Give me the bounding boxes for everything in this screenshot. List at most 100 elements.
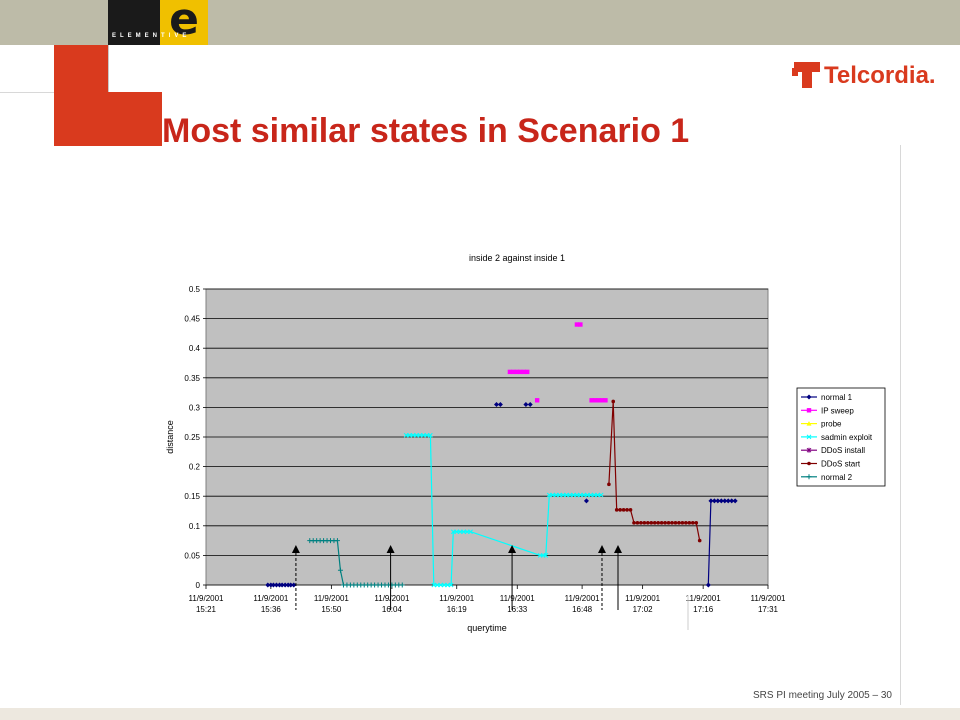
data-point — [494, 401, 500, 407]
y-tick-label: 0.15 — [184, 492, 200, 501]
data-point — [677, 521, 681, 525]
data-point — [684, 521, 688, 525]
data-point — [428, 432, 433, 438]
data-point — [725, 498, 731, 504]
event-arrow-head — [508, 545, 517, 553]
data-point — [578, 322, 583, 327]
data-point — [635, 521, 640, 525]
y-tick-label: 0.3 — [189, 403, 201, 412]
event-arrow-head — [386, 545, 395, 553]
data-point — [690, 521, 695, 525]
x-tick-label: 16:19 — [447, 605, 468, 614]
data-point — [649, 521, 654, 525]
y-tick-label: 0.1 — [189, 522, 201, 531]
legend-label: DDoS install — [821, 446, 865, 455]
data-point — [468, 529, 473, 535]
data-point — [729, 498, 735, 504]
event-arrow-head — [613, 545, 622, 553]
data-point — [663, 521, 667, 525]
x-axis-label: querytime — [467, 623, 507, 633]
event-arrow-head — [291, 545, 300, 553]
data-point — [599, 398, 605, 403]
data-point — [806, 447, 812, 453]
x-tick-label: 11/9/2001 — [625, 594, 661, 603]
data-point — [806, 394, 812, 400]
y-tick-label: 0.5 — [189, 285, 201, 294]
data-point — [454, 529, 460, 535]
data-point — [806, 421, 812, 426]
data-point — [441, 582, 447, 588]
data-point — [450, 529, 456, 535]
data-point — [417, 432, 423, 438]
data-point — [666, 521, 671, 525]
data-point — [646, 521, 650, 525]
data-point — [553, 492, 559, 498]
bottom-bar — [0, 708, 960, 720]
x-tick-label: 11/9/2001 — [189, 594, 225, 603]
x-tick-label: 11/9/2001 — [374, 594, 410, 603]
decor-square — [54, 92, 108, 146]
data-point — [603, 398, 608, 403]
decor-square — [108, 92, 162, 146]
data-point — [687, 521, 692, 525]
data-point — [581, 492, 587, 498]
data-point — [424, 432, 430, 438]
data-point — [628, 508, 633, 512]
data-point — [618, 508, 622, 512]
y-tick-label: 0.35 — [184, 374, 200, 383]
legend-label: probe — [821, 420, 842, 429]
decor-square — [108, 45, 163, 92]
x-tick-label: 11/9/2001 — [751, 594, 787, 603]
data-point — [285, 582, 291, 588]
data-point — [614, 508, 619, 512]
data-point — [694, 521, 699, 525]
data-point — [567, 492, 573, 498]
data-point — [652, 521, 657, 525]
data-point — [722, 498, 728, 504]
data-point — [607, 482, 611, 487]
data-point — [639, 521, 643, 525]
data-point — [564, 492, 569, 498]
data-point — [574, 322, 580, 327]
data-point — [711, 498, 717, 504]
data-point — [546, 492, 552, 498]
data-point — [589, 398, 594, 403]
x-tick-label: 11/9/2001 — [253, 594, 289, 603]
data-point — [282, 582, 288, 588]
data-point — [457, 529, 463, 535]
data-point — [431, 582, 437, 588]
data-point — [557, 492, 562, 498]
data-point — [591, 492, 597, 498]
data-point — [337, 567, 343, 573]
data-point — [592, 398, 598, 403]
data-point — [527, 401, 533, 407]
elementive-logo-text: ELEMENTIVE — [112, 33, 191, 39]
data-point — [273, 582, 279, 588]
data-point — [732, 498, 738, 504]
data-point — [596, 398, 601, 403]
data-point — [276, 582, 282, 588]
y-tick-label: 0.45 — [184, 315, 200, 324]
decor-square — [54, 45, 108, 92]
data-point — [514, 369, 520, 375]
x-tick-label: 17:02 — [633, 605, 654, 614]
data-point — [571, 492, 576, 498]
data-point — [659, 521, 664, 525]
data-point — [407, 432, 412, 438]
data-point — [584, 492, 590, 498]
data-point — [410, 432, 416, 438]
elementive-logo-letter: e — [160, 0, 208, 45]
data-point — [656, 521, 660, 525]
y-tick-label: 0.4 — [189, 344, 201, 353]
data-point — [288, 582, 294, 588]
y-tick-label: 0.2 — [189, 463, 201, 472]
telcordia-logo: Telcordia. — [792, 62, 936, 90]
x-tick-label: 11/9/2001 — [686, 594, 722, 603]
divider — [900, 145, 901, 705]
telcordia-wordmark: Telcordia. — [824, 62, 936, 89]
event-arrow-head — [597, 545, 606, 553]
data-point — [806, 474, 812, 480]
data-point — [543, 553, 549, 558]
x-tick-label: 15:21 — [196, 605, 217, 614]
